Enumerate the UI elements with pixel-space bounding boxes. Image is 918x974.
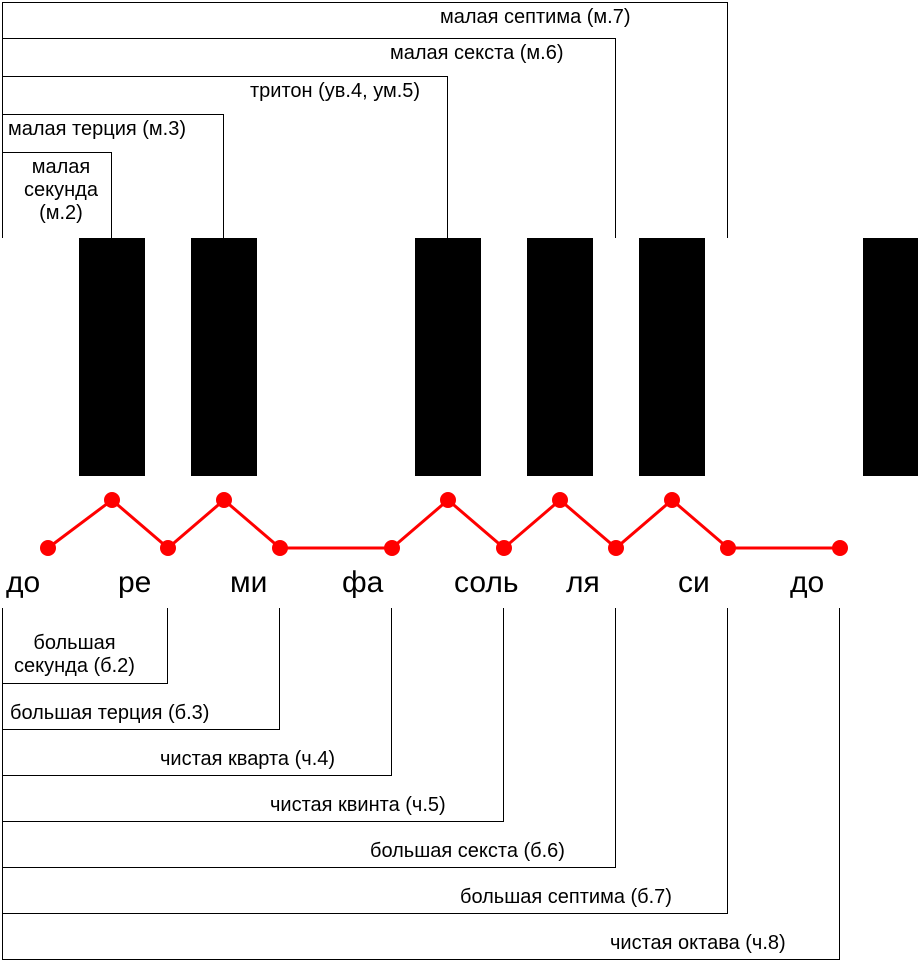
black-key (639, 238, 705, 476)
white-key-label: ми (230, 566, 267, 600)
interval-label: малая секунда (м.2) (24, 156, 98, 225)
black-key (79, 238, 145, 476)
white-key-label: соль (454, 566, 519, 600)
interval-label: чистая октава (ч.8) (610, 932, 786, 955)
diagram-root: малая септима (м.7) малая секста (м.6) три… (0, 0, 918, 974)
white-key-label: си (678, 566, 710, 600)
black-key (415, 238, 481, 476)
interval-label: малая терция (м.3) (8, 118, 186, 141)
interval-label: малая секста (м.6) (390, 42, 564, 65)
interval-bracket-bottom (2, 608, 840, 960)
black-key (863, 238, 918, 476)
interval-label: тритон (ув.4, ум.5) (250, 80, 420, 103)
white-key-label: до (790, 566, 824, 600)
white-key-label: ля (566, 566, 600, 600)
white-key-label: фа (342, 566, 383, 600)
piano-keyboard: до ре ми фа соль ля си до (0, 238, 918, 608)
black-key (191, 238, 257, 476)
interval-label: малая септима (м.7) (440, 6, 631, 29)
white-key-label: до (6, 566, 40, 600)
black-key (527, 238, 593, 476)
white-key-label: ре (118, 566, 151, 600)
